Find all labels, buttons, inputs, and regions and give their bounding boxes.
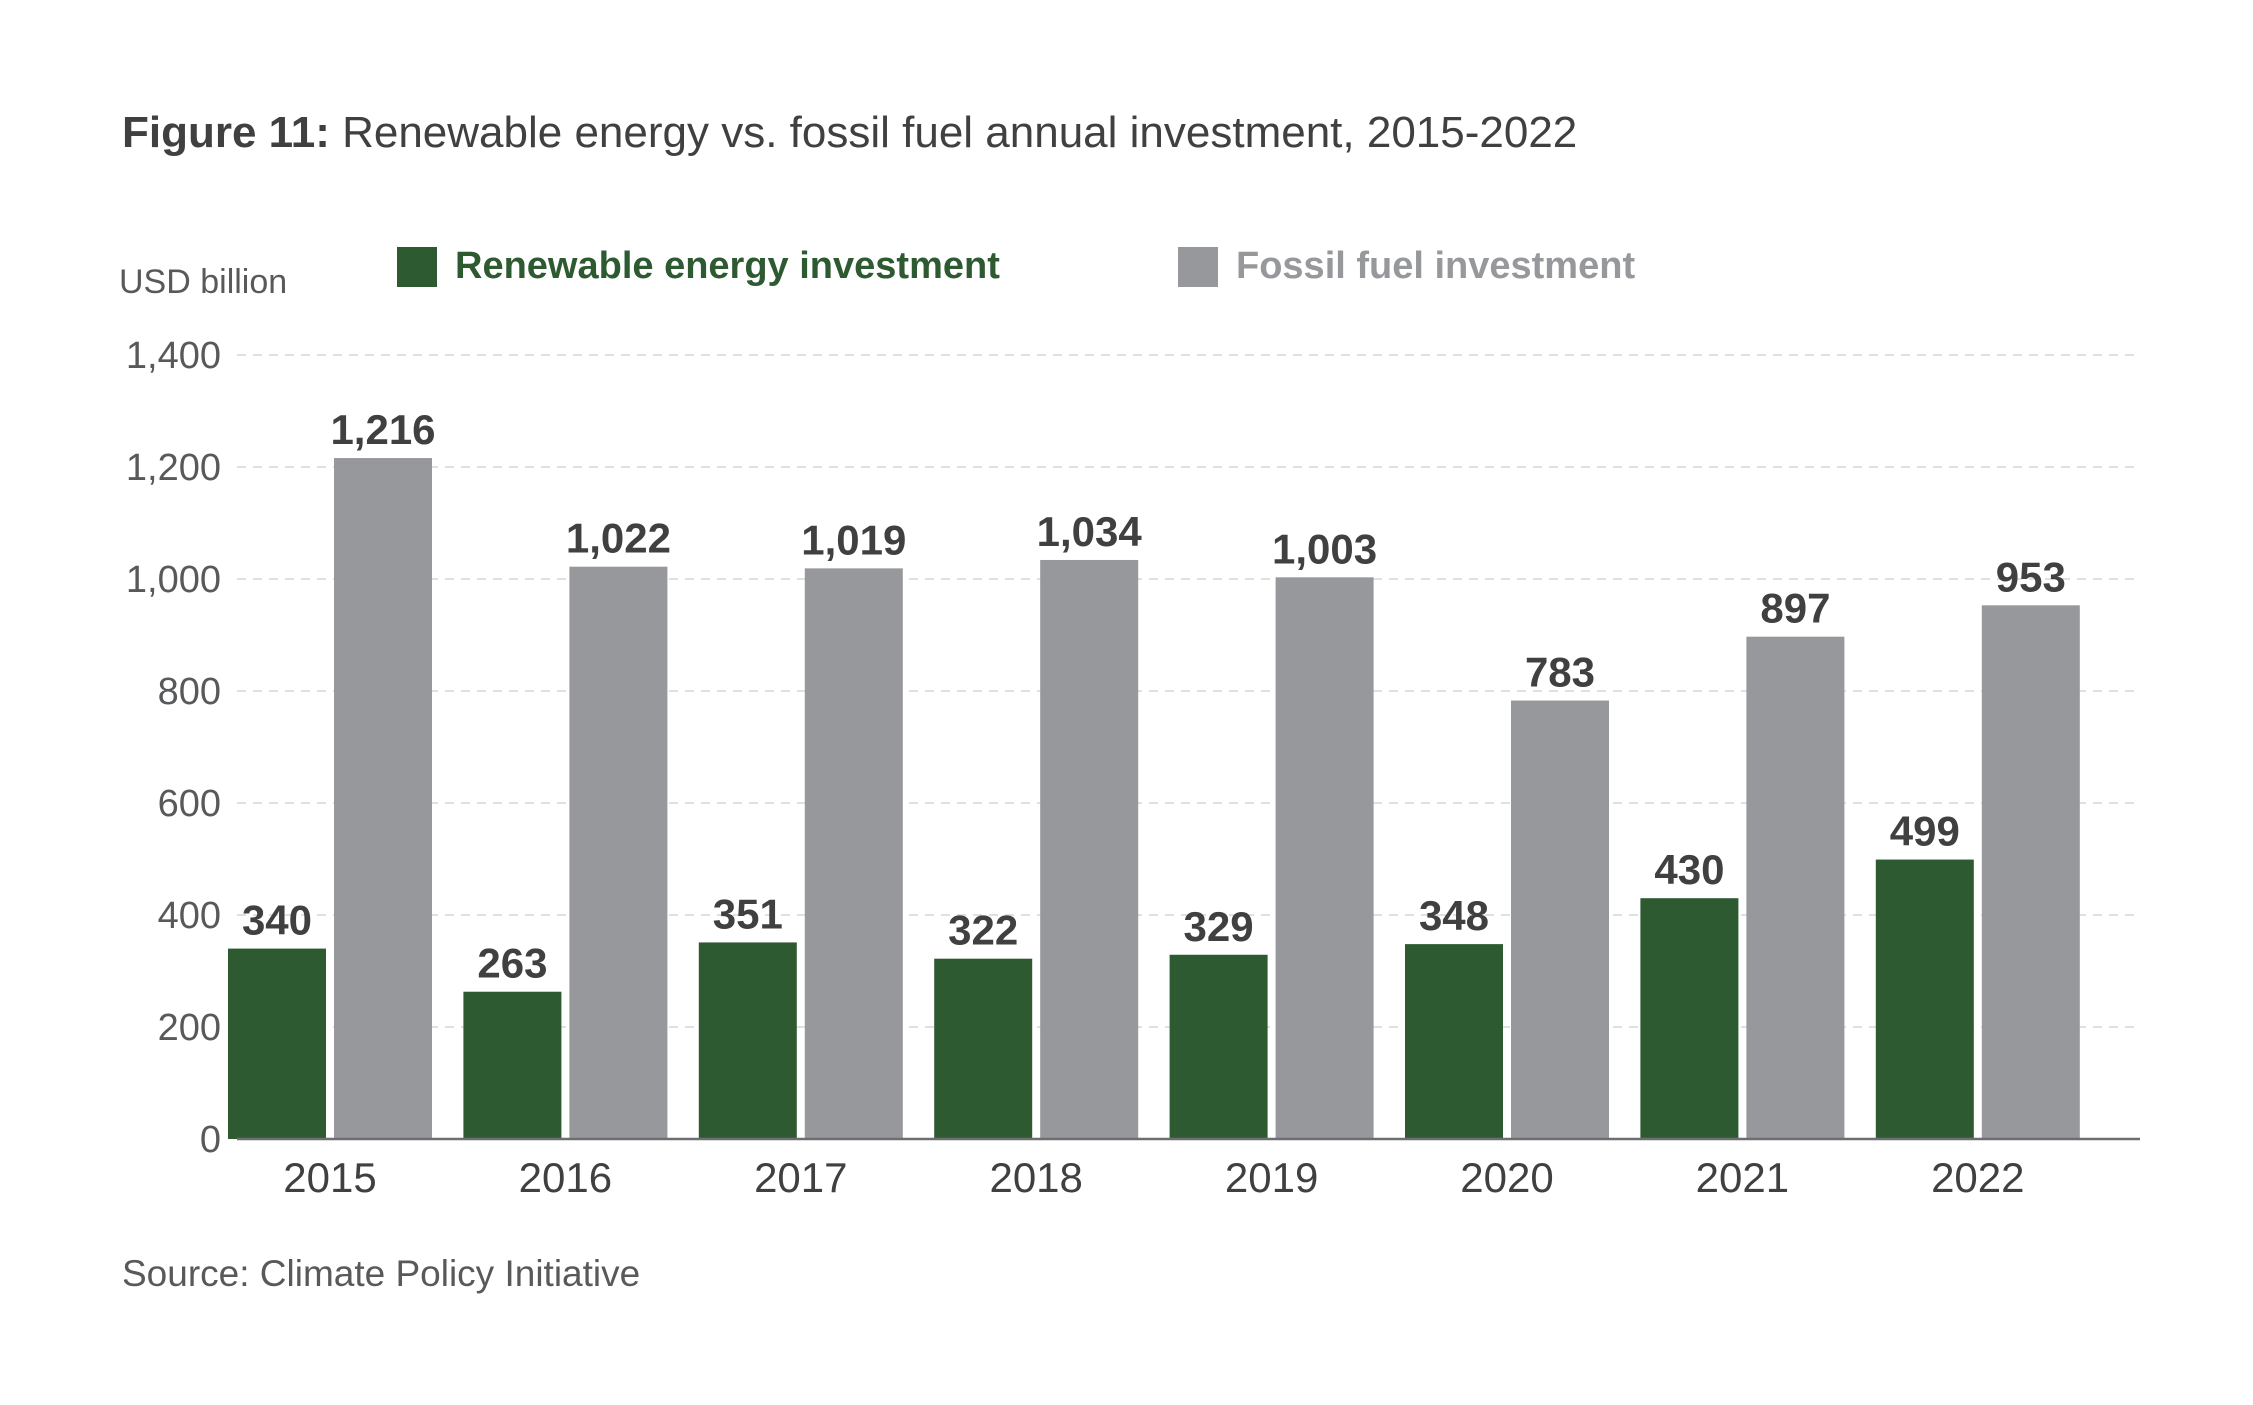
bar-fossil-2017 <box>804 568 903 1139</box>
data-label-renewable-2021: 430 <box>1654 846 1724 893</box>
y-tick-label-600: 600 <box>158 783 221 825</box>
y-tick-label-0: 0 <box>200 1119 221 1161</box>
y-tick-label-800: 800 <box>158 671 221 713</box>
x-tick-label-2020: 2020 <box>1460 1154 1553 1201</box>
y-tick-label-200: 200 <box>158 1007 221 1049</box>
bar-fossil-2016 <box>569 566 668 1139</box>
y-tick-label-400: 400 <box>158 895 221 937</box>
legend-label-renewable: Renewable energy investment <box>455 245 1000 287</box>
bar-renewable-2017 <box>698 942 797 1139</box>
data-label-fossil-2022: 953 <box>1996 553 2066 600</box>
data-label-renewable-2019: 329 <box>1184 903 1254 950</box>
x-tick-label-2016: 2016 <box>519 1154 612 1201</box>
data-label-renewable-2017: 351 <box>713 890 783 937</box>
x-tick-label-2018: 2018 <box>989 1154 1082 1201</box>
bar-renewable-2022 <box>1875 859 1974 1139</box>
bar-renewable-2016 <box>463 991 562 1139</box>
legend-swatch-fossil <box>1178 246 1218 287</box>
chart-title-prefix: Figure 11: <box>122 108 330 157</box>
data-label-renewable-2020: 348 <box>1419 892 1489 939</box>
legend-label-fossil: Fossil fuel investment <box>1236 245 1636 287</box>
bar-fossil-2020 <box>1511 700 1609 1139</box>
x-tick-label-2019: 2019 <box>1225 1154 1318 1201</box>
bar-renewable-2021 <box>1640 898 1739 1139</box>
data-label-fossil-2019: 1,003 <box>1272 525 1377 572</box>
bar-renewable-2015 <box>228 948 326 1139</box>
data-label-renewable-2015: 340 <box>242 897 312 944</box>
y-axis-unit-label: USD billion <box>119 263 288 301</box>
x-tick-label-2017: 2017 <box>754 1154 847 1201</box>
bar-fossil-2021 <box>1746 636 1845 1139</box>
bar-fossil-2022 <box>1981 605 2080 1139</box>
y-tick-label-1000: 1,000 <box>126 559 221 601</box>
data-label-fossil-2015: 1,216 <box>330 406 435 453</box>
source-note: Source: Climate Policy Initiative <box>122 1253 641 1294</box>
chart-title-text: Renewable energy vs. fossil fuel annual … <box>329 108 1578 157</box>
x-tick-label-2021: 2021 <box>1696 1154 1789 1201</box>
data-label-renewable-2016: 263 <box>477 940 547 987</box>
bar-renewable-2018 <box>934 958 1033 1139</box>
bar-fossil-2019 <box>1275 577 1374 1139</box>
bar-fossil-2015 <box>334 458 432 1139</box>
legend-item-renewable: Renewable energy investment <box>397 245 1000 288</box>
data-label-renewable-2018: 322 <box>948 907 1018 954</box>
data-label-fossil-2017: 1,019 <box>801 516 906 563</box>
legend-item-fossil: Fossil fuel investment <box>1178 245 1635 288</box>
bar-fossil-2018 <box>1040 559 1139 1139</box>
bar-renewable-2019 <box>1169 954 1268 1139</box>
data-label-renewable-2022: 499 <box>1890 808 1960 855</box>
x-tick-label-2022: 2022 <box>1931 1154 2024 1201</box>
data-label-fossil-2016: 1,022 <box>566 515 671 562</box>
data-label-fossil-2021: 897 <box>1760 585 1830 632</box>
data-label-fossil-2018: 1,034 <box>1037 508 1143 555</box>
y-tick-label-1400: 1,400 <box>126 335 221 377</box>
chart-title: Figure 11: Renewable energy vs. fossil f… <box>122 108 1577 158</box>
data-label-fossil-2020: 783 <box>1525 649 1595 696</box>
y-tick-label-1200: 1,200 <box>126 447 221 489</box>
bar-renewable-2020 <box>1405 944 1503 1139</box>
x-tick-label-2015: 2015 <box>283 1154 376 1201</box>
legend-swatch-renewable <box>397 246 437 287</box>
